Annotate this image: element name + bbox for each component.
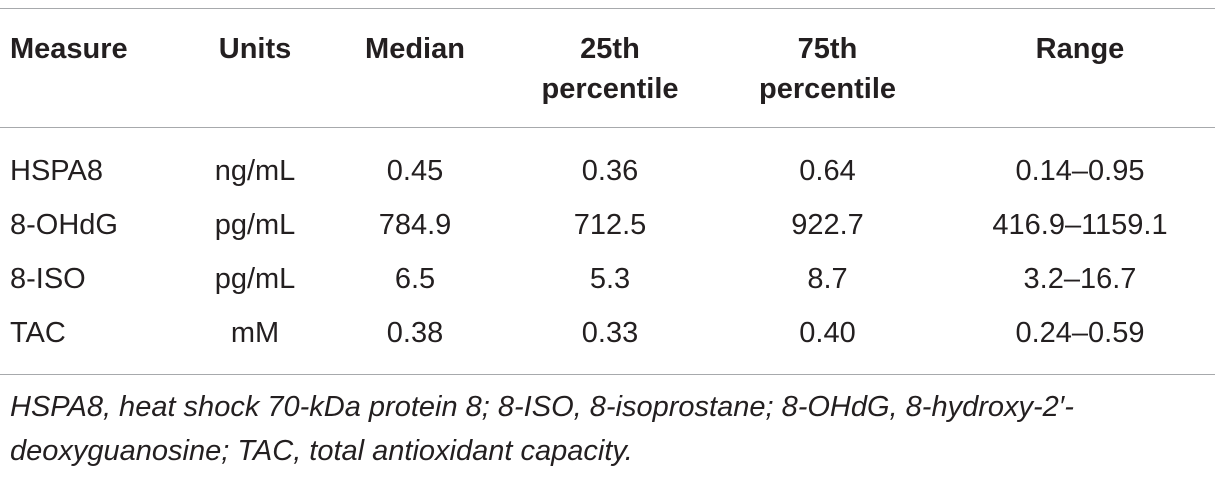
table-footnote: HSPA8, heat shock 70-kDa protein 8; 8-IS… <box>10 391 1074 467</box>
header-range: Range <box>945 9 1215 128</box>
cell-median: 784.9 <box>378 209 452 241</box>
header-25th-percentile: 25th percentile <box>510 9 710 128</box>
header-median-text: Median <box>365 33 465 65</box>
cell-median: 0.38 <box>386 317 444 349</box>
cell-units: ng/mL <box>214 155 296 187</box>
header-range-text: Range <box>1035 33 1125 65</box>
table-footer: HSPA8, heat shock 70-kDa protein 8; 8-IS… <box>0 374 1215 474</box>
cell-range: 0.14–0.95 <box>1015 155 1145 187</box>
cell-median: 0.45 <box>386 155 444 187</box>
table-body: HSPA8 ng/mL 0.45 0.36 0.64 0.14–0.95 8-O… <box>0 128 1215 375</box>
header-median: Median <box>320 9 510 128</box>
cell-measure: 8-OHdG <box>10 209 118 241</box>
cell-25th: 712.5 <box>573 209 647 241</box>
header-25th-line2: percentile <box>541 73 679 105</box>
table-row: TAC mM 0.38 0.33 0.40 0.24–0.59 <box>0 306 1215 375</box>
table-row: HSPA8 ng/mL 0.45 0.36 0.64 0.14–0.95 <box>0 128 1215 199</box>
cell-measure: TAC <box>10 317 66 349</box>
cell-measure: 8-ISO <box>10 263 86 295</box>
cell-median: 6.5 <box>394 263 436 295</box>
table-header: Measure Units Median 25th percentile 75t… <box>0 8 1215 128</box>
header-75th-percentile: 75th percentile <box>710 9 945 128</box>
table-row: 8-OHdG pg/mL 784.9 712.5 922.7 416.9–115… <box>0 198 1215 252</box>
cell-25th: 5.3 <box>589 263 631 295</box>
header-75th-line1: 75th <box>797 33 858 65</box>
cell-75th: 0.64 <box>799 155 856 187</box>
header-units: Units <box>190 9 320 128</box>
cell-measure: HSPA8 <box>10 155 103 187</box>
header-row: Measure Units Median 25th percentile 75t… <box>0 8 1215 128</box>
header-75th-line2: percentile <box>759 73 896 105</box>
cell-range: 0.24–0.59 <box>1015 317 1145 349</box>
cell-units: pg/mL <box>214 209 296 241</box>
table-row: 8-ISO pg/mL 6.5 5.3 8.7 3.2–16.7 <box>0 252 1215 306</box>
cell-range: 3.2–16.7 <box>1023 263 1137 295</box>
cell-units: mM <box>230 317 280 349</box>
cell-75th: 8.7 <box>807 263 848 295</box>
cell-25th: 0.33 <box>581 317 639 349</box>
cell-25th: 0.36 <box>581 155 639 187</box>
header-measure: Measure <box>0 9 190 128</box>
data-table: Measure Units Median 25th percentile 75t… <box>0 8 1215 473</box>
cell-range: 416.9–1159.1 <box>992 209 1168 241</box>
cell-75th: 0.40 <box>799 317 856 349</box>
cell-75th: 922.7 <box>791 209 864 241</box>
header-25th-line1: 25th <box>580 33 640 65</box>
header-units-text: Units <box>218 33 292 65</box>
header-measure-text: Measure <box>10 33 128 65</box>
cell-units: pg/mL <box>214 263 296 295</box>
footnote-row: HSPA8, heat shock 70-kDa protein 8; 8-IS… <box>0 374 1215 474</box>
